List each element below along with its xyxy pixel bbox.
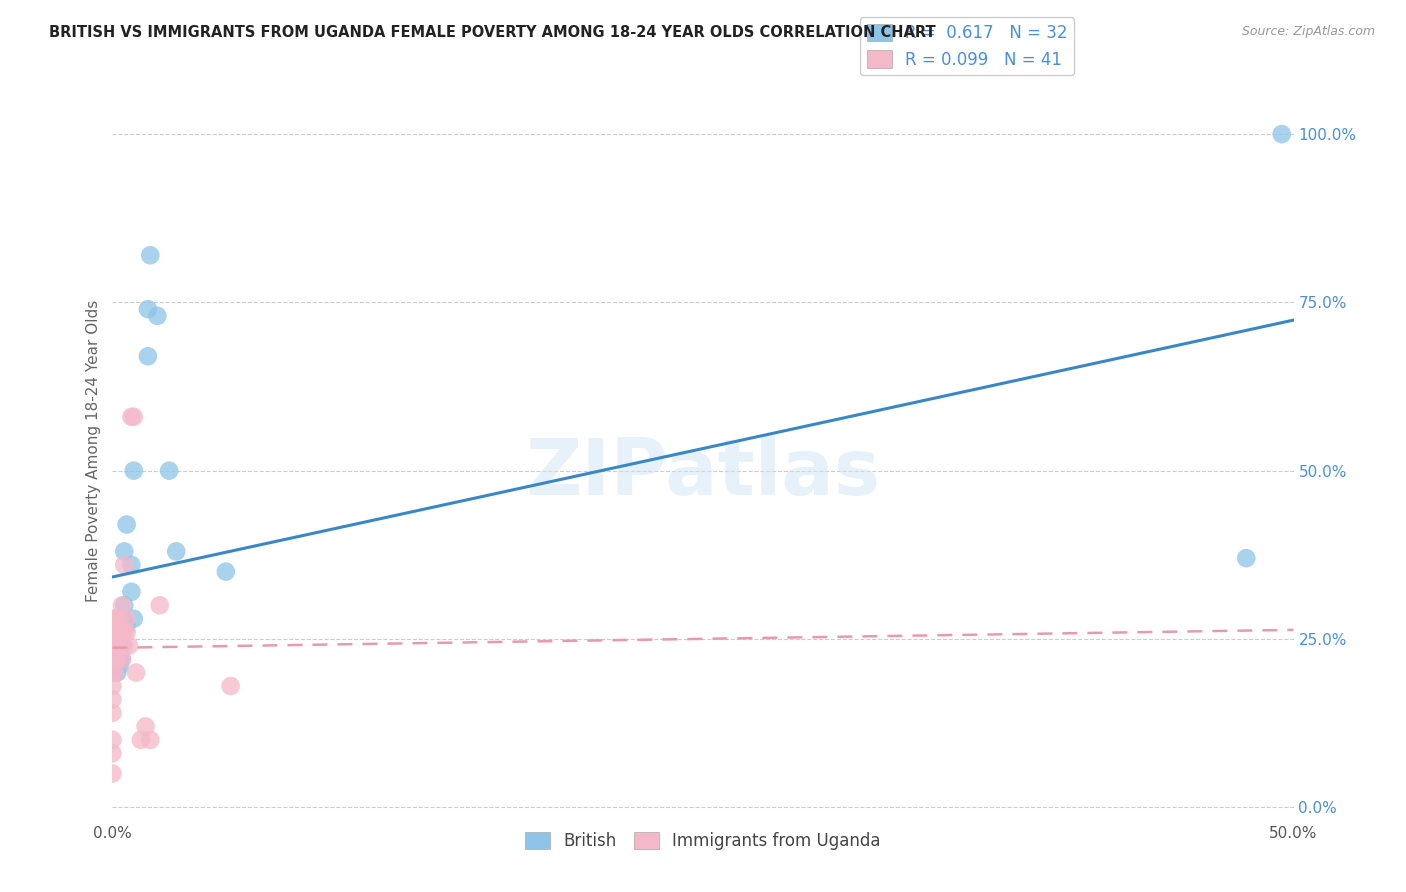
- Point: [139, 732, 162, 747]
- Point: [118, 639, 141, 653]
- Point: [120, 409, 142, 424]
- Point: [108, 625, 131, 640]
- Point: [101, 639, 124, 653]
- Point: [122, 409, 145, 424]
- Point: [108, 658, 131, 673]
- Point: [101, 692, 124, 706]
- Point: [120, 584, 142, 599]
- Point: [112, 544, 135, 558]
- Point: [108, 625, 131, 640]
- Point: [101, 612, 124, 626]
- Point: [115, 618, 138, 632]
- Point: [111, 639, 134, 653]
- Point: [104, 632, 127, 646]
- Point: [146, 309, 169, 323]
- Point: [104, 625, 127, 640]
- Point: [108, 612, 131, 626]
- Point: [125, 665, 148, 680]
- Point: [135, 719, 157, 733]
- Text: ZIPatlas: ZIPatlas: [526, 434, 880, 511]
- Point: [111, 652, 134, 666]
- Point: [104, 665, 127, 680]
- Point: [108, 639, 131, 653]
- Point: [215, 565, 238, 579]
- Point: [104, 612, 127, 626]
- Point: [105, 612, 128, 626]
- Point: [157, 464, 180, 478]
- Point: [1234, 551, 1257, 566]
- Legend: British, Immigrants from Uganda: British, Immigrants from Uganda: [519, 825, 887, 856]
- Point: [111, 652, 134, 666]
- Point: [101, 747, 124, 761]
- Point: [112, 558, 135, 572]
- Point: [104, 652, 127, 666]
- Point: [104, 652, 127, 666]
- Point: [111, 599, 134, 613]
- Point: [219, 679, 242, 693]
- Text: BRITISH VS IMMIGRANTS FROM UGANDA FEMALE POVERTY AMONG 18-24 YEAR OLDS CORRELATI: BRITISH VS IMMIGRANTS FROM UGANDA FEMALE…: [49, 25, 936, 40]
- Point: [101, 732, 124, 747]
- Point: [111, 625, 134, 640]
- Point: [1271, 127, 1294, 141]
- Point: [120, 558, 142, 572]
- Point: [105, 652, 128, 666]
- Point: [122, 612, 145, 626]
- Point: [105, 652, 128, 666]
- Point: [101, 652, 124, 666]
- Point: [129, 732, 152, 747]
- Point: [112, 618, 135, 632]
- Point: [149, 599, 172, 613]
- Point: [108, 639, 131, 653]
- Text: Source: ZipAtlas.com: Source: ZipAtlas.com: [1241, 25, 1375, 38]
- Point: [115, 517, 138, 532]
- Point: [111, 612, 134, 626]
- Point: [104, 639, 127, 653]
- Point: [101, 665, 124, 680]
- Point: [101, 679, 124, 693]
- Point: [101, 766, 124, 780]
- Point: [101, 625, 124, 640]
- Point: [111, 625, 134, 640]
- Point: [112, 625, 135, 640]
- Point: [139, 248, 162, 262]
- Point: [165, 544, 187, 558]
- Point: [112, 599, 135, 613]
- Point: [136, 349, 159, 363]
- Point: [105, 625, 128, 640]
- Y-axis label: Female Poverty Among 18-24 Year Olds: Female Poverty Among 18-24 Year Olds: [86, 300, 101, 601]
- Point: [115, 612, 138, 626]
- Point: [105, 639, 128, 653]
- Point: [112, 639, 135, 653]
- Point: [104, 639, 127, 653]
- Point: [115, 625, 138, 640]
- Point: [108, 652, 131, 666]
- Point: [104, 652, 127, 666]
- Point: [105, 665, 128, 680]
- Point: [136, 302, 159, 317]
- Point: [101, 706, 124, 720]
- Point: [104, 665, 127, 680]
- Point: [122, 464, 145, 478]
